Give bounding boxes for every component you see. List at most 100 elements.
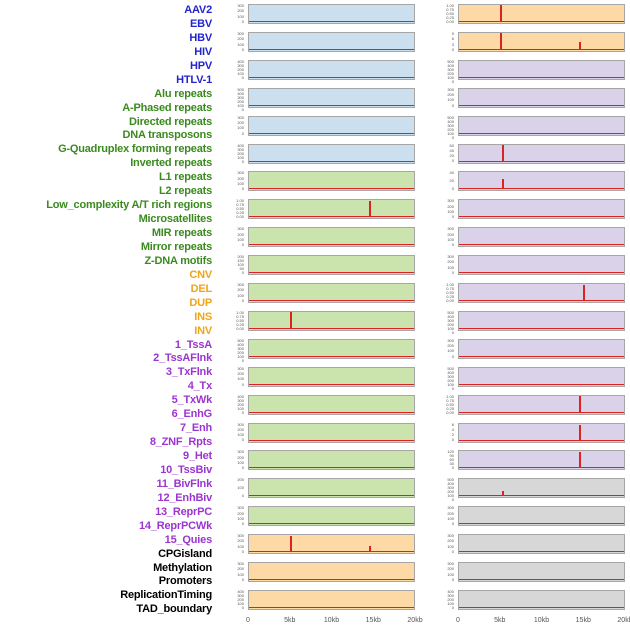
mini-panel-right xyxy=(458,227,625,248)
mini-panel-right xyxy=(458,338,625,359)
mini-panel-right xyxy=(458,366,625,387)
y-tick-label: 0.50 xyxy=(446,11,454,16)
y-axis-ticks: 500 400 300 200 100 0 xyxy=(438,115,456,139)
x-axis-tick-label: 10kb xyxy=(323,617,340,624)
row-label: ReplicationTiming xyxy=(120,589,212,602)
y-tick-label: 200 xyxy=(447,343,454,349)
y-tick-label: 0 xyxy=(241,521,244,527)
y-tick-label: 1.00 xyxy=(446,282,454,287)
y-tick-label: 100 xyxy=(447,515,454,521)
baseline-line xyxy=(459,76,624,78)
y-tick-label: 0.50 xyxy=(236,317,244,323)
y-tick-label: 0.75 xyxy=(446,286,454,291)
mini-panel-right xyxy=(458,562,625,582)
y-axis-ticks: 500 400 300 200 100 0 xyxy=(438,365,456,390)
y-axis-ticks: 1.00 0.75 0.50 0.25 0.00 xyxy=(214,310,246,331)
mini-panel-left xyxy=(248,283,415,303)
y-tick-label: 100 xyxy=(237,181,244,187)
y-axis-ticks: 500 400 300 200 100 0 xyxy=(438,478,456,502)
y-tick-label: 100 xyxy=(237,571,244,577)
y-axis-ticks: 300 200 100 0 xyxy=(438,506,456,526)
y-tick-label: 0 xyxy=(241,158,244,164)
row-label: 6_EnhG xyxy=(171,408,213,421)
y-tick-label: 300 xyxy=(237,592,244,598)
baseline-line xyxy=(249,327,414,329)
y-tick-label: 0 xyxy=(241,465,244,471)
y-tick-label: 100 xyxy=(447,325,454,331)
y-tick-label: 300 xyxy=(447,317,454,323)
mini-panel-left xyxy=(248,87,415,108)
y-tick-label: 200 xyxy=(237,119,244,125)
mini-panel-right xyxy=(458,283,625,303)
y-tick-label: 100 xyxy=(447,236,454,242)
baseline-line xyxy=(249,439,414,441)
y-tick-label: 500 xyxy=(237,337,244,343)
y-tick-label: 1.00 xyxy=(236,198,244,204)
y-tick-label: 300 xyxy=(237,114,244,120)
y-tick-label: 200 xyxy=(447,510,454,516)
mini-panel-left xyxy=(248,422,415,443)
y-tick-label: 9 xyxy=(451,30,454,36)
y-tick-label: 120 xyxy=(447,449,454,455)
baseline-line xyxy=(249,244,414,246)
y-tick-label: 100 xyxy=(237,125,244,131)
baseline-line xyxy=(459,272,624,274)
mini-panel-left xyxy=(248,4,415,24)
y-tick-label: 0.00 xyxy=(446,409,454,415)
y-tick-label: 500 xyxy=(447,365,454,371)
row-label: MIR repeats xyxy=(151,227,212,239)
baseline-line xyxy=(459,132,624,134)
y-tick-label: 300 xyxy=(237,170,244,176)
y-tick-label: 200 xyxy=(237,371,244,377)
baseline-line xyxy=(459,551,624,553)
y-tick-label: 300 xyxy=(237,3,244,8)
y-tick-label: 0 xyxy=(451,549,454,555)
y-tick-label: 100 xyxy=(237,376,244,382)
y-tick-label: 0 xyxy=(451,102,454,108)
y-axis-ticks: 1.00 0.75 0.50 0.25 0.00 xyxy=(438,4,456,24)
signal-spike xyxy=(579,396,582,413)
y-tick-label: 400 xyxy=(447,62,454,68)
y-tick-label: 0 xyxy=(451,134,454,140)
y-tick-label: 0 xyxy=(241,18,244,24)
row-label: AAV2 xyxy=(184,4,212,16)
y-tick-label: 0 xyxy=(241,106,244,112)
y-tick-label: 300 xyxy=(237,146,244,152)
y-tick-label: 400 xyxy=(237,393,244,399)
y-tick-label: 200 xyxy=(237,150,244,156)
signal-spike xyxy=(290,536,293,553)
baseline-line xyxy=(249,355,414,357)
y-axis-ticks: 300 200 100 0 xyxy=(214,562,246,582)
row-label: CNV xyxy=(189,268,212,281)
y-tick-label: 100 xyxy=(447,74,454,80)
y-axis-ticks: 300 200 100 0 xyxy=(438,534,456,554)
y-tick-label: 0 xyxy=(241,186,244,192)
row-label: 13_ReprPC xyxy=(155,505,212,518)
y-tick-label: 200 xyxy=(447,489,454,495)
y-tick-label: 1.00 xyxy=(446,393,454,399)
y-tick-label: 100 xyxy=(237,102,244,108)
y-tick-label: 50 xyxy=(239,266,244,272)
y-tick-label: 0 xyxy=(241,409,244,415)
baseline-line xyxy=(249,523,414,525)
y-tick-label: 0.25 xyxy=(446,294,454,299)
row-label: HBV xyxy=(189,31,212,44)
y-tick-label: 100 xyxy=(237,13,244,19)
y-tick-label: 100 xyxy=(237,262,244,268)
baseline-line xyxy=(459,300,624,301)
row-label: 1_TssA xyxy=(174,338,212,351)
y-tick-label: 0 xyxy=(451,78,454,84)
y-tick-label: 2 xyxy=(451,432,454,438)
baseline-line xyxy=(249,76,414,78)
y-tick-label: 6 xyxy=(451,36,454,42)
y-tick-label: 100 xyxy=(237,41,244,47)
mini-panel-right xyxy=(458,589,625,610)
mini-panel-left xyxy=(248,338,415,359)
y-tick-label: 100 xyxy=(447,600,454,606)
y-axis-ticks: 300 200 100 0 xyxy=(214,114,246,136)
mini-panel-left xyxy=(248,562,415,582)
y-tick-label: 0 xyxy=(451,576,454,582)
y-axis-ticks: 300 200 100 0 xyxy=(214,366,246,387)
baseline-line xyxy=(459,467,624,469)
y-tick-label: 200 xyxy=(447,231,454,237)
